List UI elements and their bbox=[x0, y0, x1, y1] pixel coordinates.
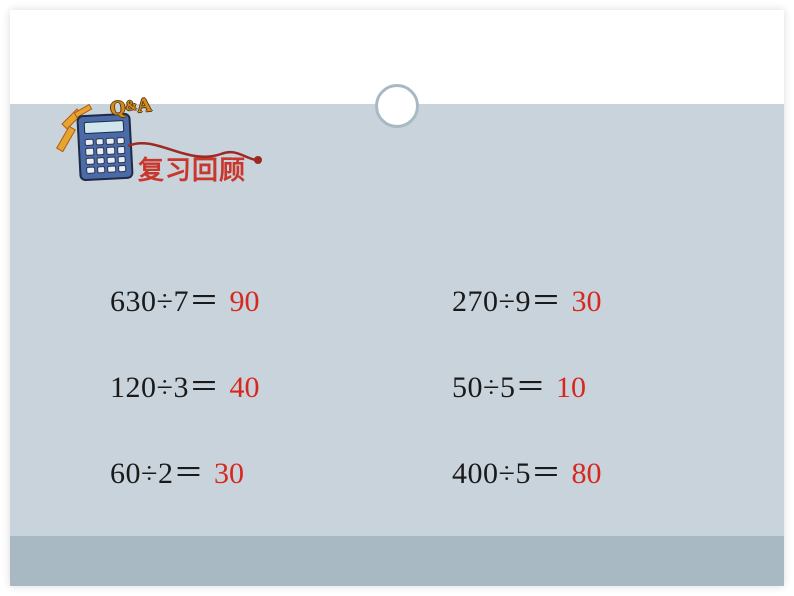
equation-problem: 60÷2＝ bbox=[110, 448, 204, 492]
bottom-band bbox=[10, 536, 784, 586]
equation-problem: 270÷9＝ bbox=[452, 276, 561, 320]
equation-row: 270÷9＝ 30 bbox=[412, 276, 704, 320]
equation-answer: 30 bbox=[214, 457, 244, 491]
calculator-keys bbox=[85, 137, 127, 174]
equation-row: 630÷7＝ 90 bbox=[110, 276, 402, 320]
equation-row: 60÷2＝ 30 bbox=[110, 448, 402, 492]
review-badge: Q&A 复习回顾 bbox=[74, 98, 274, 188]
calculator-screen bbox=[84, 120, 125, 134]
wire-icon bbox=[126, 138, 266, 168]
qa-icon-label: Q&A bbox=[109, 94, 153, 121]
equation-answer: 30 bbox=[571, 285, 601, 319]
equation-problem: 120÷3＝ bbox=[110, 362, 219, 406]
decorative-ring-inner bbox=[382, 91, 412, 121]
equation-grid: 630÷7＝ 90 270÷9＝ 30 120÷3＝ 40 50÷5＝ 10 6… bbox=[110, 276, 704, 492]
equation-answer: 10 bbox=[556, 371, 586, 405]
equation-row: 120÷3＝ 40 bbox=[110, 362, 402, 406]
equation-problem: 400÷5＝ bbox=[452, 448, 561, 492]
slide-frame: Q&A 复习回顾 630÷7＝ 90 270÷9＝ 30 120÷3＝ 40 5… bbox=[10, 10, 784, 586]
equation-problem: 50÷5＝ bbox=[452, 362, 546, 406]
equation-problem: 630÷7＝ bbox=[110, 276, 219, 320]
equation-row: 400÷5＝ 80 bbox=[412, 448, 704, 492]
equation-answer: 40 bbox=[229, 371, 259, 405]
equation-row: 50÷5＝ 10 bbox=[412, 362, 704, 406]
equation-answer: 80 bbox=[571, 457, 601, 491]
qa-a: A bbox=[136, 94, 153, 117]
decorative-ring bbox=[375, 84, 419, 128]
equation-answer: 90 bbox=[229, 285, 259, 319]
